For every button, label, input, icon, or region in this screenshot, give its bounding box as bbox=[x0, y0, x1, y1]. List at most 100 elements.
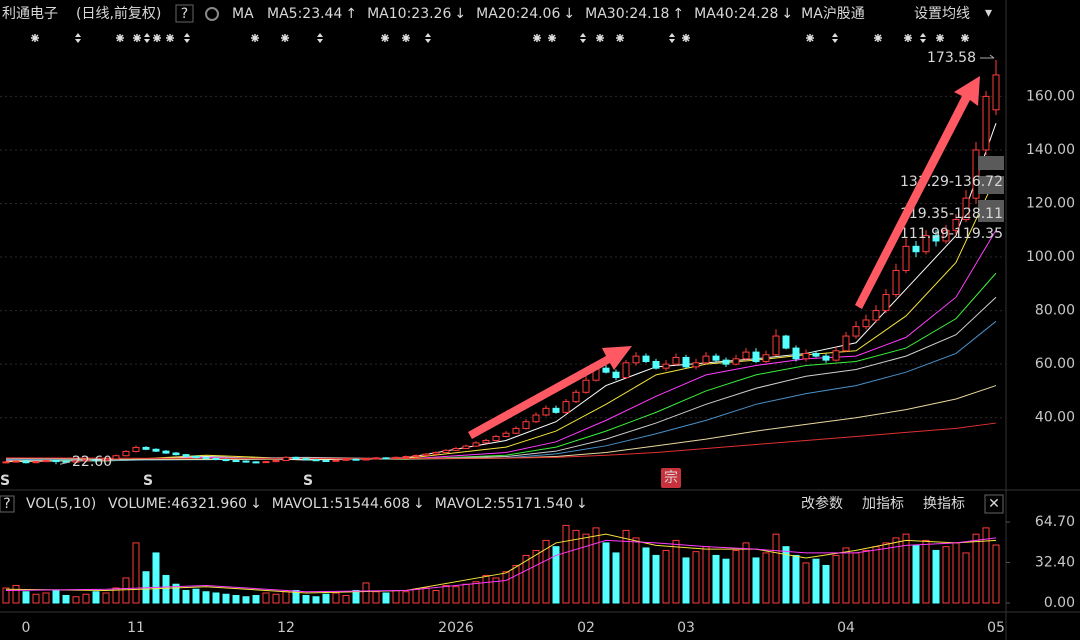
volume-bar bbox=[632, 537, 640, 604]
volume-bar bbox=[762, 552, 770, 604]
candle-body bbox=[782, 335, 790, 349]
candle-body bbox=[402, 456, 410, 459]
help-button[interactable]: ? bbox=[181, 6, 188, 22]
help-box[interactable] bbox=[175, 4, 194, 23]
volume-bar bbox=[532, 549, 540, 604]
volume-bar bbox=[352, 589, 360, 604]
ma-line bbox=[5, 123, 997, 463]
volume-bar bbox=[582, 533, 590, 604]
volume-bar bbox=[552, 546, 560, 604]
volume-bar bbox=[382, 592, 390, 604]
volume-bar bbox=[12, 584, 20, 604]
settings-link[interactable]: 设置均线 bbox=[914, 6, 970, 22]
volume-bar bbox=[842, 547, 850, 604]
candle-body bbox=[262, 461, 270, 464]
candle-body bbox=[702, 355, 710, 364]
settings-icon[interactable] bbox=[205, 7, 219, 21]
candle-body bbox=[712, 355, 720, 361]
candle-body bbox=[812, 352, 820, 357]
volume-bar bbox=[562, 524, 570, 604]
candle-body bbox=[312, 459, 320, 462]
candle-body bbox=[392, 456, 400, 459]
x-tick-label: 02 bbox=[577, 620, 595, 636]
close-button[interactable]: ✕ bbox=[988, 496, 1000, 512]
volume-bar bbox=[712, 554, 720, 604]
chart-mode: (日线,前复权) bbox=[76, 5, 161, 22]
marker-icon bbox=[317, 33, 323, 43]
candle-body bbox=[182, 454, 190, 457]
candle-body bbox=[732, 358, 740, 365]
ma-arrow: ↓ bbox=[454, 6, 466, 22]
candle-body bbox=[602, 367, 610, 373]
candle-body bbox=[292, 456, 300, 460]
candle-body bbox=[82, 459, 90, 462]
stock-name: 利通电子 bbox=[2, 6, 58, 22]
volume-bar bbox=[172, 583, 180, 604]
candle-body bbox=[822, 355, 830, 361]
indicator-button[interactable]: 改参数 bbox=[801, 495, 843, 512]
volume-bar bbox=[422, 587, 430, 604]
vol-arrow: ↓ bbox=[250, 496, 262, 512]
volume-bar bbox=[752, 557, 760, 604]
candle-body bbox=[882, 294, 890, 312]
indicator-button[interactable]: 加指标 bbox=[862, 496, 904, 512]
candle-body bbox=[982, 95, 990, 151]
candle-body bbox=[102, 458, 110, 461]
indicator-button[interactable]: 换指标 bbox=[923, 495, 965, 512]
range-box bbox=[978, 156, 1004, 170]
event-mark: 宗 bbox=[664, 470, 678, 486]
hsgt-label[interactable]: 沪股通 bbox=[823, 6, 865, 22]
volume-bar bbox=[932, 549, 940, 604]
arrow bbox=[855, 76, 980, 309]
hsgt-icon[interactable]: MA bbox=[801, 6, 823, 22]
volume-bar bbox=[452, 586, 460, 604]
candle-body bbox=[552, 407, 560, 413]
volume-bar bbox=[102, 592, 110, 604]
close-box[interactable] bbox=[984, 494, 1004, 514]
volume-bar bbox=[282, 591, 290, 604]
candle-body bbox=[302, 458, 310, 461]
candle-body bbox=[42, 460, 50, 463]
volume-bar bbox=[462, 583, 470, 604]
candle-body bbox=[192, 455, 200, 459]
marker-icon bbox=[144, 33, 150, 43]
volume-bar bbox=[902, 533, 910, 604]
candle-body bbox=[872, 310, 880, 321]
volume-bar bbox=[862, 549, 870, 604]
volume-bar bbox=[682, 557, 690, 604]
annotation-arrows bbox=[468, 76, 980, 439]
y-tick-label: 120.00 bbox=[1026, 195, 1075, 211]
marker-icon bbox=[31, 34, 39, 42]
volume-bar bbox=[602, 542, 610, 604]
candle-body bbox=[502, 432, 510, 437]
candle-body bbox=[422, 453, 430, 456]
ma-line bbox=[5, 272, 997, 462]
help-box[interactable] bbox=[0, 495, 15, 513]
volume-bar bbox=[122, 577, 130, 604]
volume-bar bbox=[612, 552, 620, 604]
candle-body bbox=[932, 235, 940, 242]
candle-body bbox=[492, 435, 500, 441]
x-tick-label: 03 bbox=[677, 620, 695, 636]
candle-body bbox=[852, 326, 860, 337]
signal-mark: S bbox=[143, 473, 153, 489]
volume-bar bbox=[222, 593, 230, 604]
volume-bar bbox=[812, 558, 820, 604]
marker-icon bbox=[936, 34, 944, 42]
marker-icon bbox=[381, 34, 389, 42]
volume-bar bbox=[832, 554, 840, 604]
volume-bar bbox=[982, 527, 990, 604]
volume-bar bbox=[492, 577, 500, 604]
marker-icon bbox=[832, 33, 838, 43]
volume-bar bbox=[322, 593, 330, 604]
marker-icon bbox=[533, 34, 541, 42]
ma-line bbox=[5, 385, 997, 460]
candle-body bbox=[992, 74, 1000, 111]
range-label: 119.35-128.11 bbox=[900, 206, 1003, 222]
volume-bar bbox=[872, 546, 880, 604]
volume-bar bbox=[972, 533, 980, 604]
candle-body bbox=[322, 460, 330, 463]
candle-body bbox=[382, 457, 390, 460]
help-button[interactable]: ? bbox=[3, 496, 10, 512]
